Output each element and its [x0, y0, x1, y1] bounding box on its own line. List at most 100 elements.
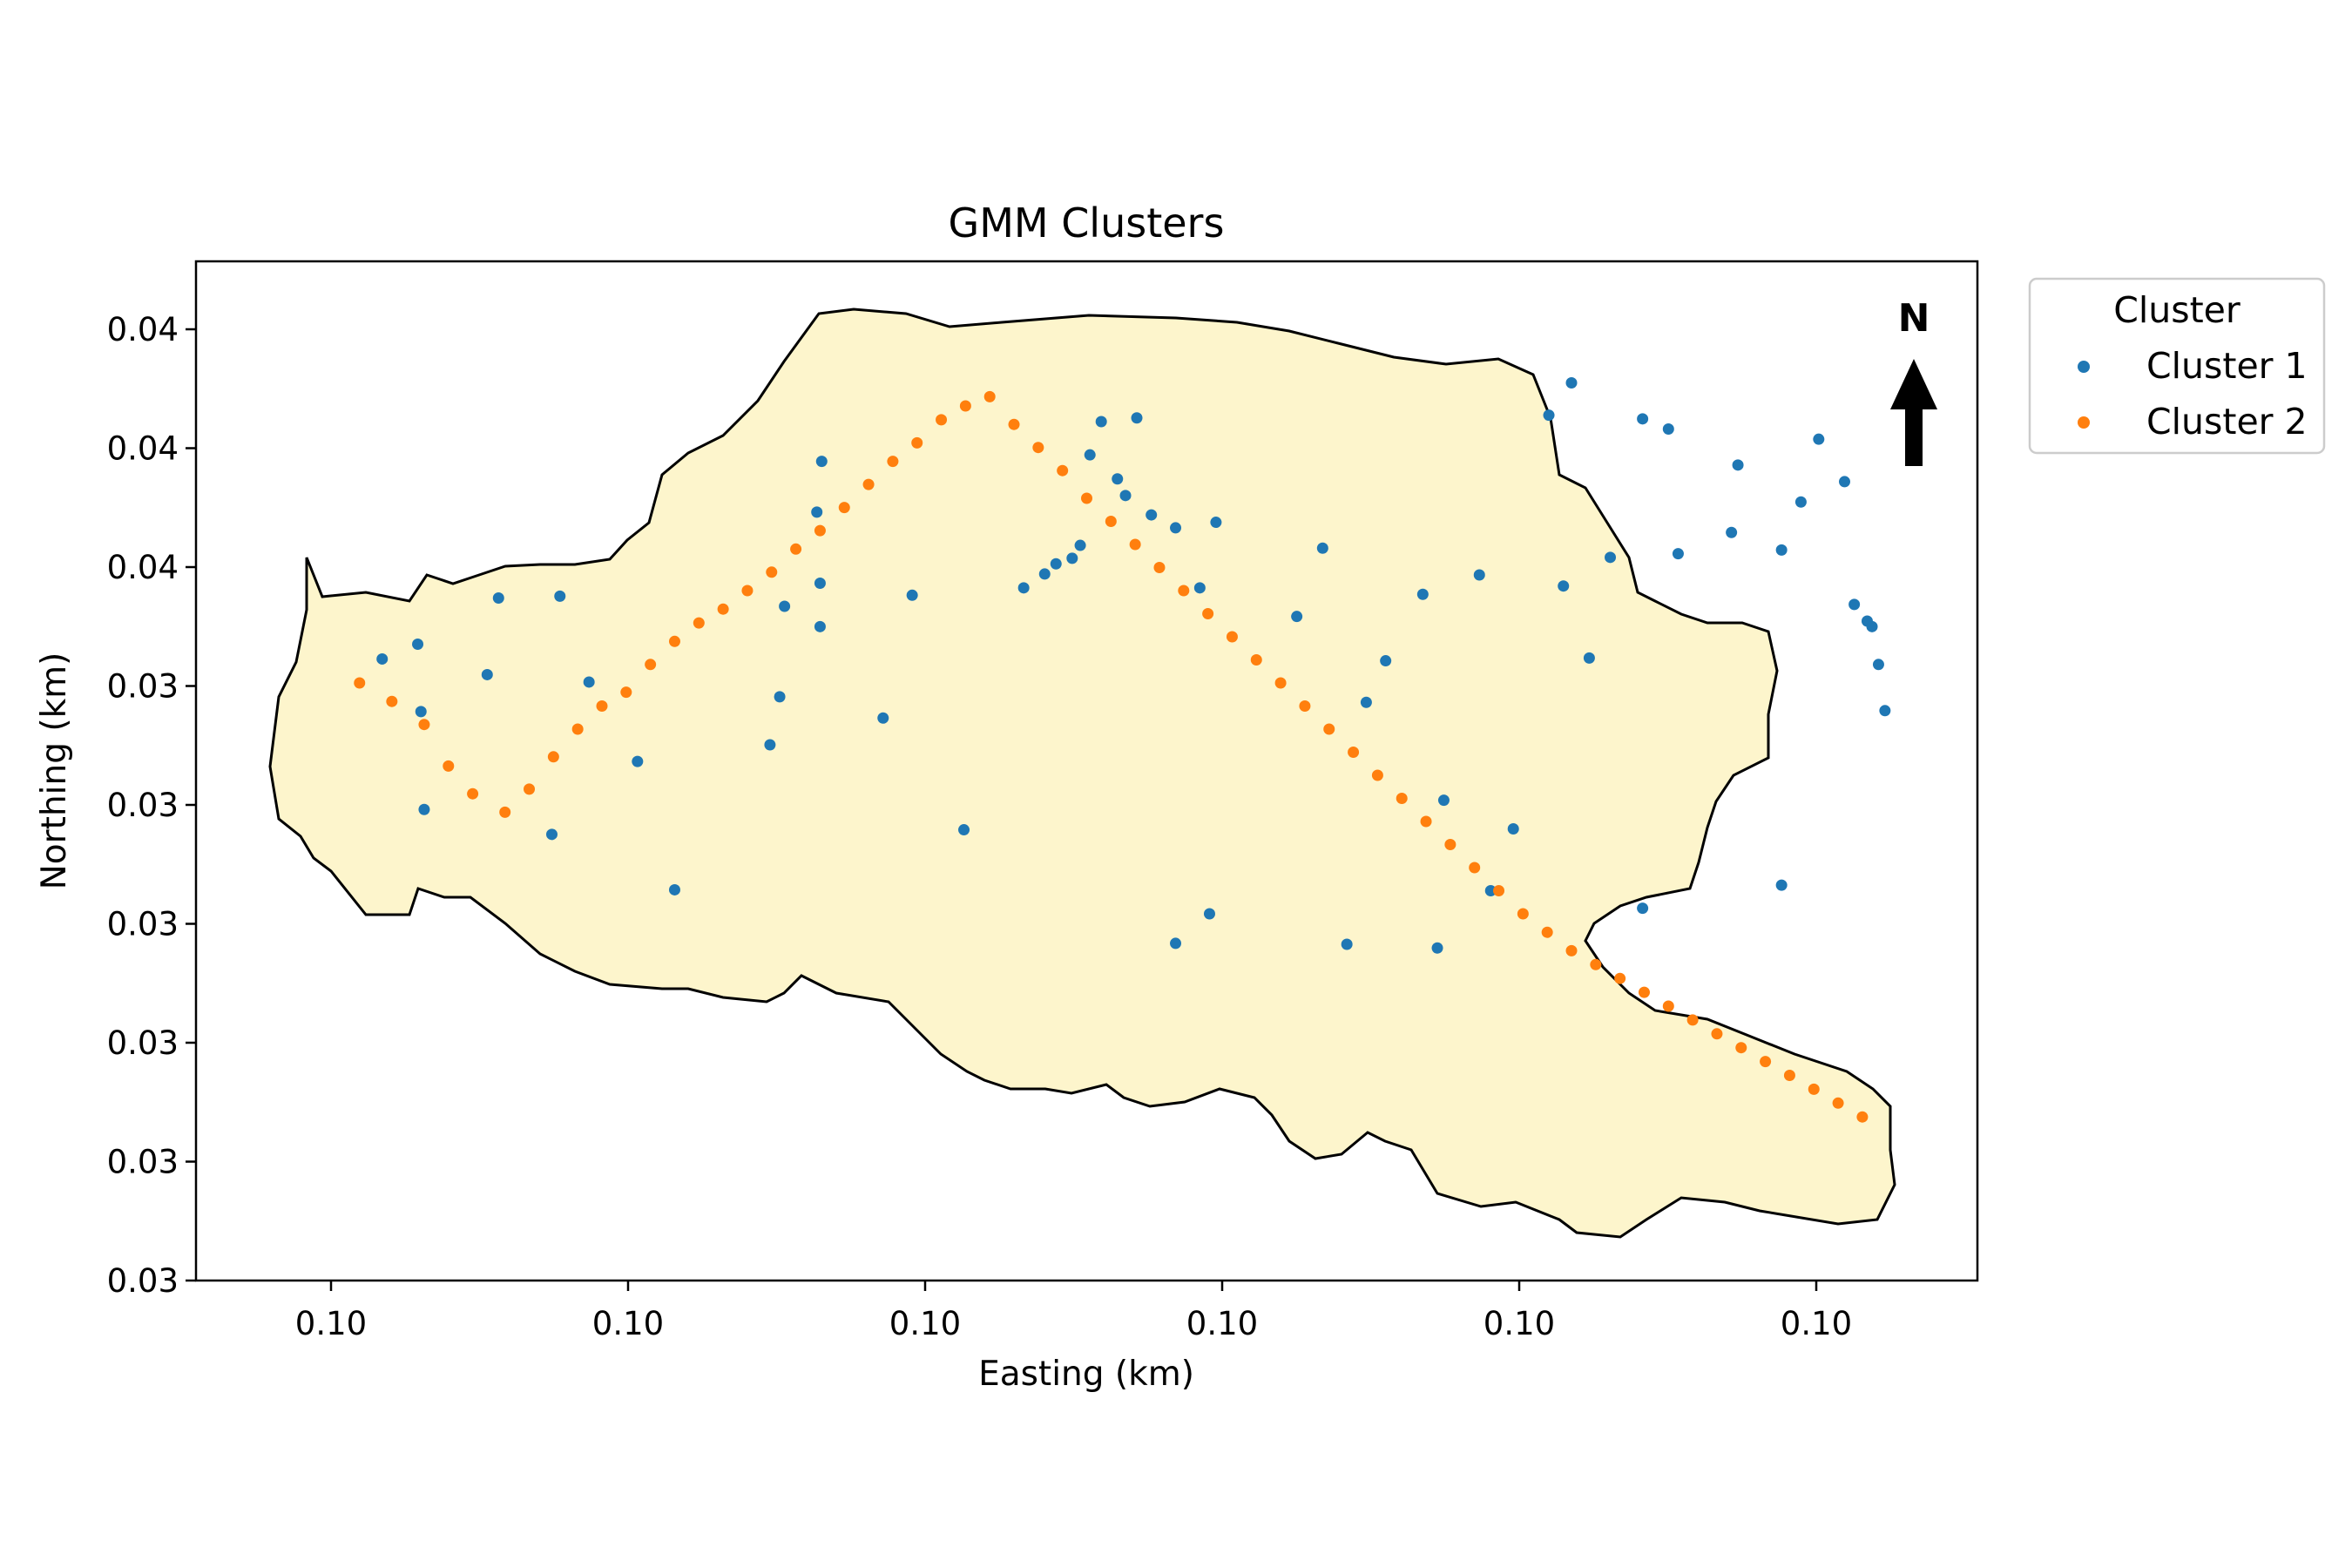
scatter-point-cluster-2	[1614, 972, 1626, 984]
y-tick-label: 0.04	[107, 311, 179, 348]
scatter-point-cluster-1	[376, 652, 389, 665]
scatter-point-cluster-2	[741, 585, 754, 597]
scatter-point-cluster-1	[1583, 652, 1595, 664]
scatter-point-cluster-1	[1119, 490, 1132, 502]
scatter-point-cluster-1	[1662, 423, 1674, 435]
scatter-point-cluster-2	[645, 659, 657, 671]
region-boundary	[268, 308, 1896, 1239]
scatter-point-cluster-1	[774, 691, 786, 703]
scatter-point-cluster-1	[1637, 413, 1649, 425]
scatter-point-cluster-1	[1794, 496, 1807, 508]
scatter-point-cluster-2	[766, 566, 778, 578]
legend-marker-cluster-1	[2078, 361, 2090, 373]
scatter-point-cluster-1	[1848, 598, 1861, 611]
scatter-point-cluster-1	[811, 506, 823, 518]
scatter-point-cluster-1	[815, 456, 828, 468]
scatter-point-cluster-1	[1866, 620, 1878, 632]
scatter-point-cluster-2	[1541, 926, 1553, 938]
legend-label-cluster-1: Cluster 1	[2146, 345, 2308, 387]
scatter-point-cluster-1	[814, 578, 826, 590]
scatter-point-cluster-2	[717, 603, 729, 615]
scatter-point-cluster-2	[1565, 944, 1578, 956]
scatter-point-cluster-2	[1517, 908, 1529, 920]
scatter-point-cluster-1	[1507, 822, 1519, 835]
scatter-point-cluster-1	[764, 739, 776, 751]
scatter-point-cluster-1	[1360, 696, 1372, 708]
scatter-point-cluster-2	[693, 617, 705, 629]
legend-label-cluster-2: Cluster 2	[2146, 401, 2308, 443]
scatter-point-cluster-1	[1775, 544, 1788, 556]
legend-marker-cluster-2	[2078, 416, 2090, 429]
scatter-point-cluster-2	[668, 635, 680, 647]
scatter-point-cluster-2	[887, 456, 899, 468]
scatter-point-cluster-2	[1250, 654, 1262, 666]
scatter-point-cluster-1	[1879, 705, 1891, 717]
legend: Cluster Cluster 1 Cluster 2	[2028, 277, 2326, 455]
scatter-point-cluster-1	[1210, 517, 1222, 529]
scatter-point-cluster-1	[1473, 569, 1485, 581]
scatter-point-cluster-1	[1131, 412, 1143, 424]
scatter-point-cluster-1	[1203, 908, 1215, 920]
scatter-point-cluster-1	[1672, 548, 1684, 560]
scatter-point-cluster-2	[1202, 608, 1214, 619]
north-arrow-label: N	[1898, 296, 1930, 341]
scatter-point-cluster-2	[959, 400, 971, 412]
scatter-point-cluster-1	[1380, 655, 1392, 667]
scatter-point-cluster-1	[492, 591, 504, 604]
scatter-point-cluster-2	[467, 787, 479, 800]
scatter-point-cluster-1	[1565, 377, 1578, 389]
scatter-point-cluster-1	[1170, 522, 1182, 534]
scatter-point-cluster-2	[1662, 1000, 1674, 1012]
scatter-point-cluster-2	[1686, 1014, 1699, 1026]
scatter-point-cluster-2	[1153, 562, 1166, 573]
y-tick-label: 0.03	[107, 668, 179, 706]
scatter-point-cluster-1	[545, 828, 558, 841]
y-tick-label: 0.04	[107, 430, 179, 468]
scatter-point-cluster-2	[1469, 862, 1481, 874]
scatter-point-cluster-1	[877, 712, 889, 724]
scatter-point-cluster-1	[1193, 582, 1206, 594]
scatter-point-cluster-2	[1444, 839, 1456, 850]
scatter-point-cluster-2	[838, 502, 850, 514]
scatter-point-cluster-1	[412, 638, 424, 650]
scatter-point-cluster-2	[547, 751, 559, 763]
x-tick-label: 0.10	[1781, 1305, 1852, 1342]
scatter-point-cluster-2	[790, 543, 802, 555]
scatter-point-cluster-1	[632, 755, 644, 767]
scatter-point-cluster-1	[1095, 416, 1107, 428]
scatter-point-cluster-2	[1420, 815, 1432, 828]
scatter-point-cluster-2	[936, 414, 948, 426]
scatter-point-cluster-1	[1341, 938, 1353, 950]
scatter-point-cluster-1	[1726, 526, 1738, 538]
scatter-point-cluster-1	[1605, 551, 1617, 564]
scatter-point-cluster-1	[1291, 611, 1303, 623]
scatter-point-cluster-2	[1832, 1097, 1844, 1109]
y-tick-label: 0.04	[107, 549, 179, 586]
scatter-point-cluster-2	[1057, 464, 1069, 476]
scatter-point-cluster-2	[499, 806, 511, 818]
scatter-point-cluster-2	[983, 390, 996, 402]
scatter-point-cluster-2	[1735, 1042, 1747, 1054]
scatter-point-cluster-1	[481, 668, 493, 680]
scatter-point-cluster-1	[418, 803, 430, 815]
scatter-point-cluster-1	[1484, 885, 1497, 896]
scatter-point-cluster-1	[1813, 433, 1825, 445]
scatter-point-cluster-1	[814, 620, 826, 632]
scatter-point-cluster-1	[1838, 476, 1850, 488]
scatter-point-cluster-1	[1316, 542, 1328, 554]
scatter-point-cluster-2	[1008, 418, 1020, 430]
y-tick-label: 0.03	[107, 906, 179, 943]
scatter-point-cluster-2	[862, 478, 875, 490]
scatter-point-cluster-1	[779, 600, 791, 612]
north-arrow-icon	[1890, 359, 1937, 466]
scatter-point-cluster-1	[1416, 588, 1429, 600]
scatter-point-cluster-2	[1032, 442, 1044, 454]
y-tick-label: 0.03	[107, 1262, 179, 1300]
scatter-point-cluster-2	[1711, 1028, 1723, 1040]
scatter-point-cluster-1	[1050, 558, 1062, 570]
scatter-point-cluster-1	[1872, 659, 1884, 671]
scatter-point-cluster-2	[911, 436, 923, 449]
scatter-point-cluster-2	[620, 686, 632, 699]
scatter-point-cluster-1	[1431, 942, 1443, 954]
